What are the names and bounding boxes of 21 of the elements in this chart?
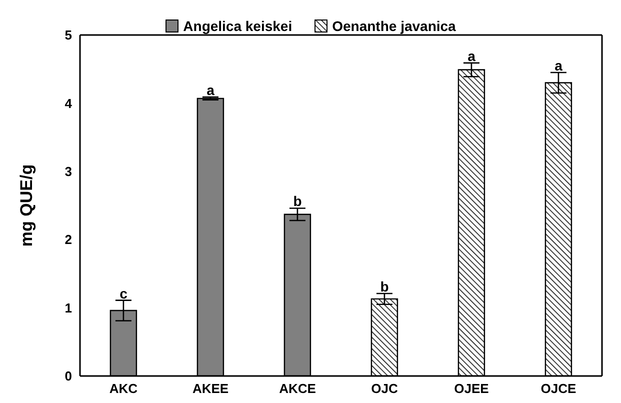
annotation: a	[468, 48, 476, 64]
x-tick-label: OJCE	[540, 381, 577, 396]
legend-label: Oenanthe javanica	[331, 18, 456, 34]
y-tick-label: 3	[64, 164, 72, 180]
annotation: a	[206, 82, 215, 98]
annotation: b	[380, 278, 389, 294]
annotation: c	[120, 285, 128, 302]
annotation: a	[554, 58, 563, 74]
x-tick-label: OJC	[371, 381, 398, 396]
y-axis-title: mg QUE/g	[17, 164, 36, 247]
y-tick-label: 4	[64, 96, 73, 111]
y-tick-label: 2	[64, 232, 72, 248]
x-tick-label: AKC	[109, 381, 138, 396]
legend-label: Angelica keiskei	[182, 18, 292, 34]
y-tick-label: 5	[64, 28, 72, 43]
x-tick-label: OJEE	[454, 381, 490, 396]
x-tick-label: AKEE	[192, 381, 229, 396]
x-tick-label: AKCE	[279, 381, 316, 396]
y-tick-label: 0	[64, 368, 72, 384]
annotation: b	[293, 193, 302, 210]
y-tick-label: 1	[64, 300, 72, 316]
